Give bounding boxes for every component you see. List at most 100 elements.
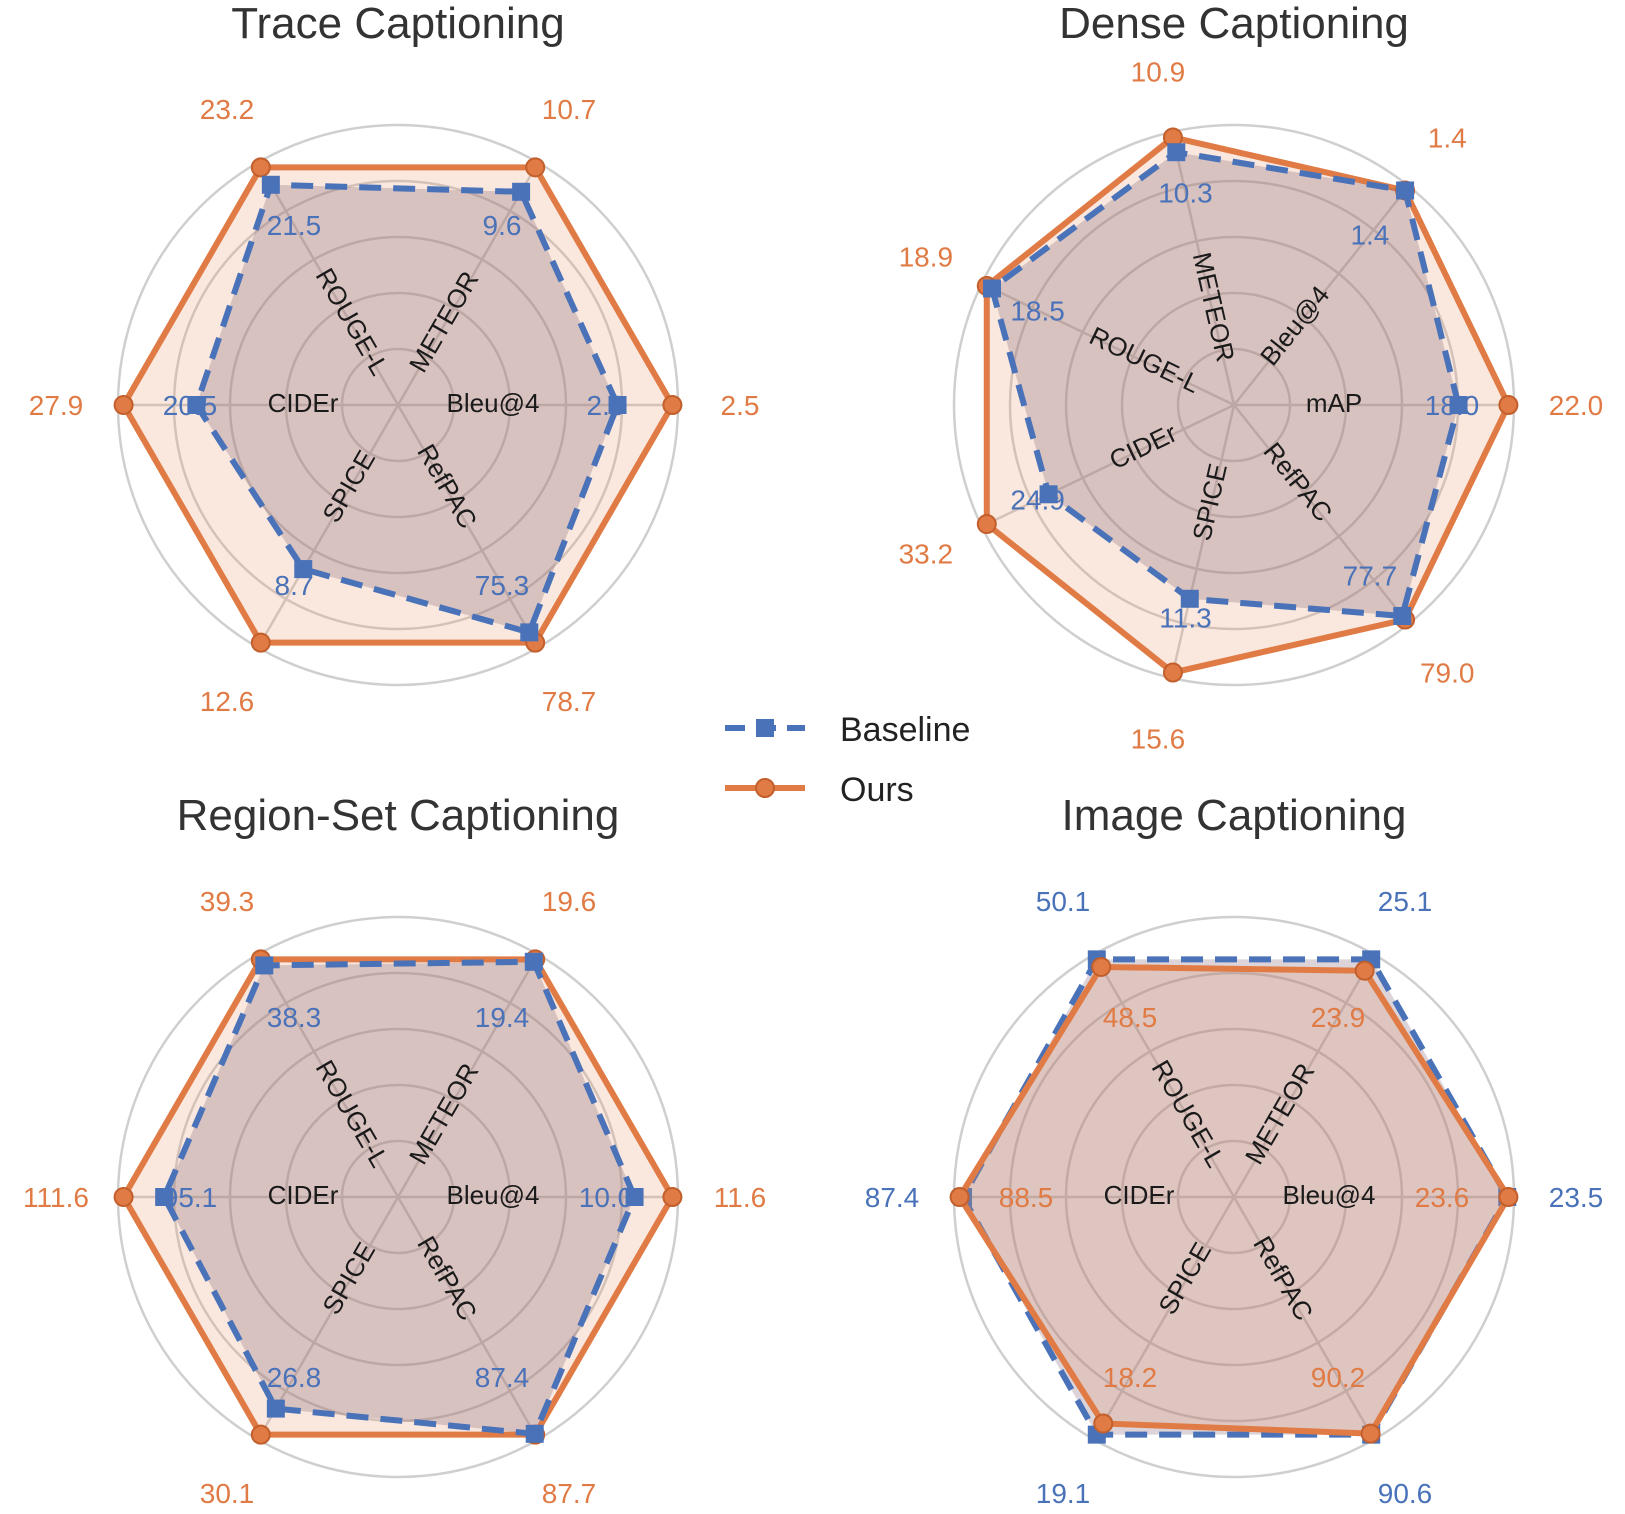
value-label-baseline-spice: 26.8: [267, 1362, 322, 1393]
value-label-baseline-refpac: 87.4: [475, 1362, 530, 1393]
value-label-ours-spice: 18.2: [1103, 1362, 1158, 1393]
value-label-baseline-bleu-4: 1.4: [1350, 220, 1389, 251]
radar-chart-image-captioning: Image Captioning 23.5 23.6 25.1 23.9 50.1 48.5…: [865, 791, 1604, 1509]
legend-ours-marker: [755, 778, 775, 798]
axis-label-bleu-4: Bleu@4: [447, 1180, 540, 1210]
grid-spoke-refpac: [1232, 1196, 1376, 1441]
value-label-ours-refpac: 79.0: [1420, 657, 1475, 688]
marker-baseline-meteor: [512, 182, 531, 201]
marker-ours-rouge-l: [250, 157, 271, 178]
marker-ours-bleu-4: [1498, 1187, 1519, 1207]
series-area-ours: [959, 966, 1509, 1434]
grid-spoke-spice: [256, 404, 400, 649]
marker-ours-map: [1498, 395, 1519, 415]
marker-baseline-meteor: [524, 952, 543, 971]
value-label-ours-rouge-l: 18.9: [899, 242, 954, 273]
chart-title: Dense Captioning: [1059, 0, 1409, 48]
value-label-ours-rouge-l: 23.2: [200, 94, 255, 125]
grid-spoke-spice: [1170, 404, 1236, 679]
chart-title: Trace Captioning: [231, 0, 564, 48]
value-label-ours-bleu-4: 1.4: [1428, 123, 1467, 154]
value-label-baseline-cider: 95.1: [163, 1182, 218, 1213]
chart-title: Image Captioning: [1062, 791, 1407, 840]
value-label-baseline-bleu-4: 23.5: [1549, 1182, 1604, 1213]
value-label-baseline-refpac: 77.7: [1343, 560, 1398, 591]
marker-ours-cider: [113, 395, 134, 415]
value-label-ours-meteor: 10.7: [542, 94, 597, 125]
chart-title: Region-Set Captioning: [177, 791, 620, 840]
grid-spoke-spice: [256, 1196, 400, 1441]
marker-ours-cider: [949, 1187, 970, 1207]
series-area-ours: [986, 137, 1509, 673]
value-label-baseline-bleu-4: 10.0: [579, 1182, 634, 1213]
marker-baseline-spice: [1180, 589, 1199, 608]
legend-ours-label: Ours: [840, 771, 914, 809]
value-label-baseline-bleu-4: 2.0: [587, 390, 626, 421]
value-label-ours-refpac: 87.7: [542, 1478, 597, 1509]
series-area-baseline: [992, 152, 1459, 617]
value-label-baseline-spice: 19.1: [1036, 1478, 1091, 1509]
grid-spoke-rouge-l: [981, 282, 1235, 407]
value-label-ours-map: 22.0: [1549, 390, 1604, 421]
value-label-baseline-cider: 87.4: [865, 1182, 920, 1213]
value-label-ours-refpac: 90.2: [1311, 1362, 1366, 1393]
marker-baseline-refpac: [1393, 607, 1412, 626]
marker-baseline-spice: [294, 560, 313, 579]
grid-spoke-refpac: [396, 1196, 540, 1441]
value-label-baseline-refpac: 75.3: [475, 570, 530, 601]
series-area-ours: [123, 959, 673, 1435]
marker-ours-spice: [1162, 662, 1183, 683]
grid-spoke-refpac: [1233, 404, 1410, 625]
charts-layer: Trace Captioning 2.5 2.0 10.7 9.6 23.2 21.5 27.…: [23, 0, 1603, 1509]
value-label-ours-meteor: 10.9: [1131, 57, 1186, 88]
value-label-ours-meteor: 19.6: [542, 886, 597, 917]
value-label-baseline-rouge-l: 18.5: [1010, 295, 1065, 326]
marker-baseline-meteor: [1167, 143, 1186, 162]
marker-ours-rouge-l: [1091, 956, 1112, 977]
grid-spoke-meteor: [1170, 131, 1236, 406]
grid-spoke-cider: [981, 403, 1235, 528]
marker-ours-cider: [976, 514, 997, 535]
legend-baseline-label: Baseline: [840, 711, 970, 749]
marker-baseline-cider: [187, 396, 206, 414]
marker-baseline-rouge-l: [983, 279, 1002, 298]
marker-ours-bleu-4: [662, 395, 683, 415]
marker-ours-cider: [113, 1187, 134, 1207]
value-label-baseline-spice: 11.3: [1159, 603, 1211, 634]
axis-label-cider: CIDEr: [268, 1180, 339, 1210]
value-label-baseline-cider: 24.9: [1010, 485, 1065, 516]
marker-baseline-bleu-4: [625, 1188, 644, 1206]
marker-ours-meteor: [525, 157, 546, 178]
series-line-baseline: [989, 149, 1462, 620]
grid-spoke-rouge-l: [1092, 953, 1236, 1198]
marker-baseline-cider: [1039, 485, 1058, 504]
marker-ours-bleu-4: [662, 1187, 683, 1207]
value-label-baseline-meteor: 19.4: [475, 1002, 530, 1033]
axis-label-cider: CIDEr: [268, 388, 339, 418]
value-label-ours-rouge-l: 48.5: [1103, 1002, 1158, 1033]
marker-baseline-refpac: [520, 623, 539, 642]
marker-baseline-bleu-4: [1396, 181, 1415, 200]
axis-label-bleu-4: Bleu@4: [447, 388, 540, 418]
value-label-ours-rouge-l: 39.3: [200, 886, 255, 917]
value-label-ours-cider: 111.6: [23, 1182, 89, 1213]
radar-chart-trace-captioning: Trace Captioning 2.5 2.0 10.7 9.6 23.2 21.5 27.…: [29, 0, 760, 717]
series-line-ours: [983, 134, 1512, 676]
grid-spoke-meteor: [1232, 953, 1376, 1198]
series-area-baseline: [164, 961, 635, 1434]
marker-baseline-spice: [266, 1399, 285, 1418]
radar-chart-dense-captioning: Dense Captioning 22.0 18.0 1.4 1.4 10.9 10.3 18…: [899, 0, 1604, 754]
grid-spoke-rouge-l: [256, 161, 400, 406]
axis-label-bleu-4: Bleu@4: [1283, 1180, 1376, 1210]
marker-ours-refpac: [1360, 1423, 1381, 1444]
grid-spoke-bleu-4: [1233, 185, 1410, 406]
grid-spoke-meteor: [396, 953, 540, 1198]
value-label-ours-cider: 27.9: [29, 390, 84, 421]
value-label-ours-bleu-4: 2.5: [721, 390, 760, 421]
value-label-ours-bleu-4: 23.6: [1415, 1182, 1470, 1213]
value-label-baseline-rouge-l: 38.3: [267, 1002, 322, 1033]
grid-spoke-refpac: [396, 404, 540, 649]
value-label-baseline-meteor: 25.1: [1378, 886, 1433, 917]
series-area-baseline: [196, 184, 618, 633]
